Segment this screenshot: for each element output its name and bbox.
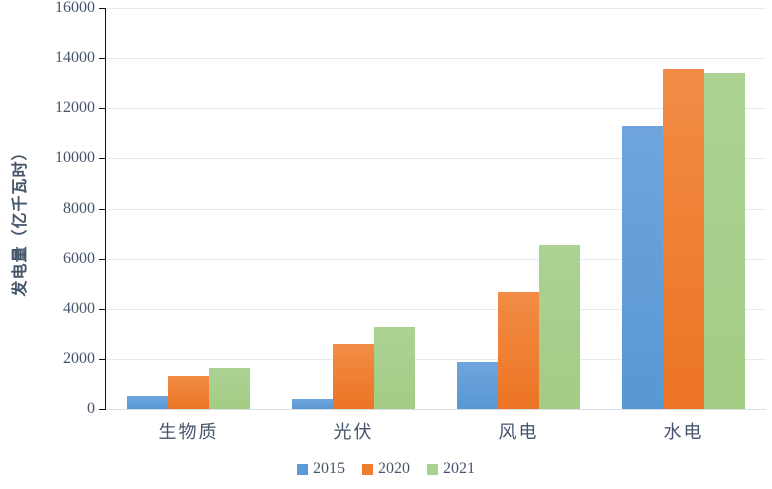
y-axis-tick [99, 58, 105, 60]
gridline-16000 [106, 8, 766, 9]
legend-label-2020: 2020 [378, 460, 410, 477]
gridline-12000 [106, 108, 766, 110]
y-axis-tick [99, 358, 105, 360]
y-tick-label-10000: 10000 [55, 149, 95, 167]
bar-2021-solar-pv [374, 327, 415, 409]
x-category-label-wind: 风电 [498, 422, 539, 442]
y-axis-tick [99, 409, 105, 410]
y-tick-label-4000: 4000 [63, 299, 95, 317]
gridline-6000 [106, 258, 766, 260]
y-tick-label-8000: 8000 [63, 199, 95, 217]
legend-label-2015: 2015 [313, 460, 345, 477]
y-tick-label-6000: 6000 [63, 249, 95, 267]
bar-2021-wind [539, 245, 580, 409]
bar-2015-solar-pv [292, 399, 333, 409]
bar-2021-hydro [704, 73, 745, 409]
x-category-label-hydro: 水电 [663, 422, 704, 442]
bar-2020-biomass [168, 375, 209, 409]
x-axis-line [106, 409, 766, 410]
legend-swatch-2020 [362, 463, 373, 475]
bar-2020-solar-pv [333, 343, 374, 409]
legend-item-2020: 2020 [362, 460, 410, 478]
y-tick-label-12000: 12000 [55, 99, 95, 117]
legend-swatch-2021 [427, 463, 438, 475]
x-category-label-biomass: 生物质 [158, 422, 219, 442]
legend-label-2021: 2021 [443, 460, 475, 477]
y-tick-label-16000: 16000 [55, 0, 95, 16]
y-axis-tick [99, 108, 105, 110]
gridline-8000 [106, 208, 766, 210]
y-axis-tick [99, 158, 105, 160]
y-axis-tick [99, 258, 105, 260]
bar-2020-wind [498, 292, 539, 409]
legend: 2015 2020 2021 [0, 457, 772, 481]
x-category-label-solar-pv: 光伏 [333, 422, 374, 442]
bar-2021-biomass [209, 367, 250, 409]
gridline-2000 [106, 358, 766, 360]
y-axis-tick [99, 208, 105, 210]
gridline-14000 [106, 58, 766, 60]
y-axis-line [104, 8, 106, 410]
legend-item-2015: 2015 [297, 460, 345, 478]
y-axis-tick [99, 8, 105, 9]
gridline-4000 [106, 308, 766, 310]
legend-swatch-2015 [297, 463, 308, 475]
bar-2015-wind [457, 362, 498, 409]
y-axis-tick [99, 308, 105, 310]
y-tick-label-14000: 14000 [55, 49, 95, 67]
gridline-10000 [106, 158, 766, 160]
bar-2015-hydro [622, 125, 663, 409]
bar-2020-hydro [663, 69, 704, 409]
legend-item-2021: 2021 [427, 460, 475, 478]
y-tick-label-0: 0 [87, 400, 95, 417]
y-tick-label-2000: 2000 [63, 349, 95, 367]
bar-2015-biomass [127, 395, 168, 409]
